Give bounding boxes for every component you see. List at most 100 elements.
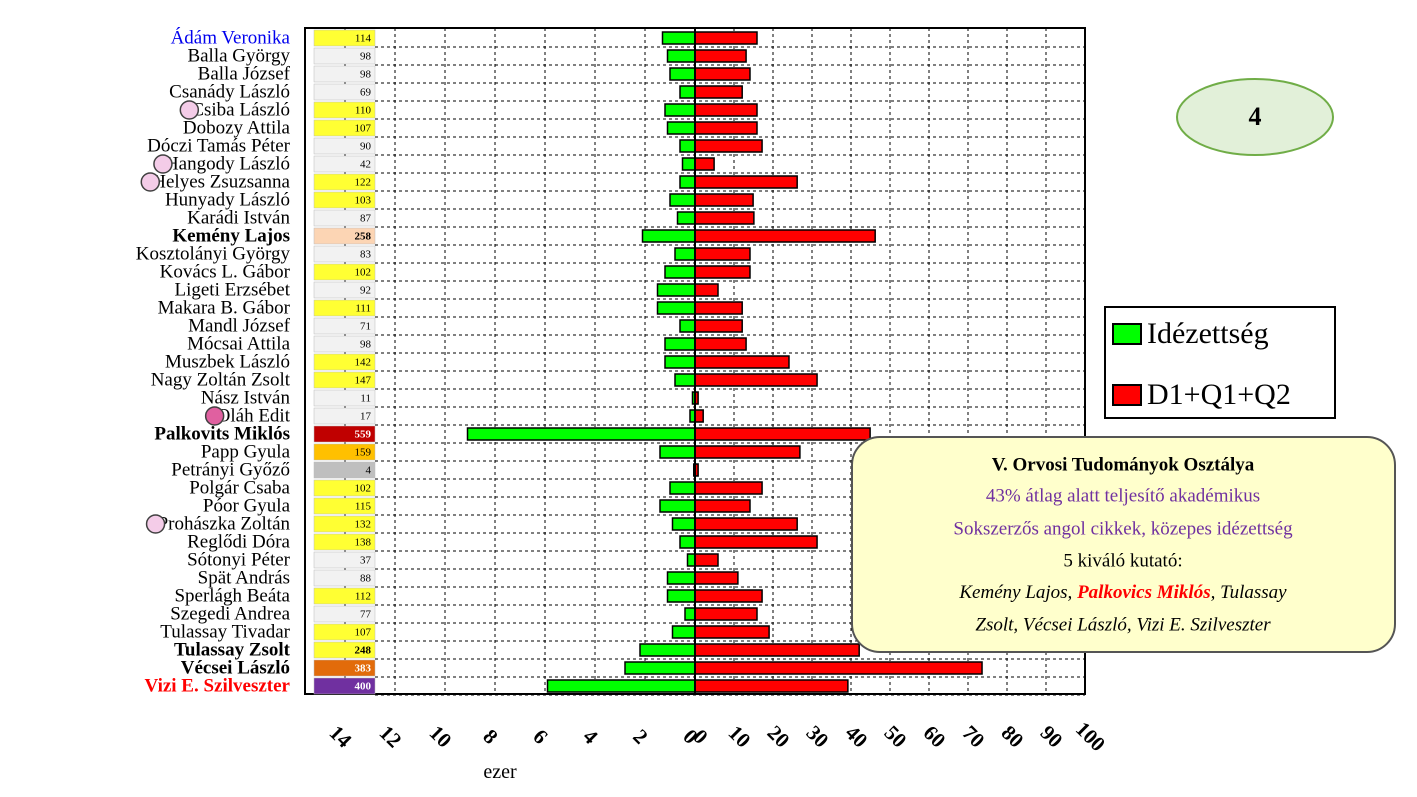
info-title: V. Orvosi Tudományok Osztálya [992, 454, 1255, 475]
bar [669, 67, 696, 81]
bar [694, 571, 739, 585]
bar [659, 445, 696, 459]
bar [694, 517, 798, 531]
count-label: 248 [355, 645, 372, 657]
count-cell [313, 47, 376, 65]
category-label: Csanády László [169, 81, 290, 102]
info-names: Zsolt, Vécsei László, Vizi E. Szilveszte… [975, 614, 1271, 635]
count-label: 132 [355, 519, 372, 531]
legend-swatch [1112, 323, 1142, 345]
bar [684, 607, 696, 621]
bar [666, 121, 696, 135]
count-cell [313, 641, 376, 659]
category-label: Palkovits Miklós [154, 423, 290, 444]
bar [694, 121, 758, 135]
x-tick-label: 10 [724, 721, 756, 753]
count-cell [313, 479, 376, 497]
bar [694, 247, 751, 261]
count-cell [313, 461, 376, 479]
count-cell [313, 155, 376, 173]
x-tick-label: 2 [628, 724, 652, 748]
count-cell [313, 83, 376, 101]
count-cell [313, 659, 376, 677]
count-cell [313, 497, 376, 515]
count-label: 42 [360, 159, 371, 171]
count-cell [313, 137, 376, 155]
count-label: 115 [355, 501, 372, 513]
bar [669, 193, 696, 207]
bar [686, 553, 696, 567]
count-label: 142 [355, 357, 372, 369]
bar [671, 625, 696, 639]
info-line: Sokszerzős angol cikkek, közepes idézett… [953, 518, 1293, 539]
bar [679, 535, 696, 549]
bar [656, 301, 696, 315]
info-name: Palkovics Miklós [1076, 582, 1211, 603]
info-line: 5 kiváló kutató: [1063, 550, 1182, 571]
category-label: Ligeti Erzsébet [174, 279, 290, 300]
count-cell [313, 245, 376, 263]
x-tick-label: 14 [325, 721, 357, 753]
bar [666, 571, 696, 585]
count-cell [313, 335, 376, 353]
info-box [851, 436, 1396, 653]
count-label: 4 [366, 465, 372, 477]
count-cell [313, 371, 376, 389]
category-label: Balla József [198, 63, 291, 84]
bar [694, 319, 743, 333]
category-label: Tulassay Tivadar [160, 621, 290, 642]
bar [694, 355, 790, 369]
category-label: Mócsai Attila [187, 333, 290, 354]
bar [694, 643, 860, 657]
count-cell [313, 389, 376, 407]
category-label: Sótonyi Péter [187, 549, 291, 570]
category-label: Csiba László [191, 99, 290, 120]
count-label: 69 [360, 87, 372, 99]
legend [1104, 306, 1336, 419]
category-label: Kemény Lajos [172, 225, 290, 246]
count-cell [313, 677, 376, 695]
bar [694, 193, 754, 207]
count-cell [313, 101, 376, 119]
bar [694, 301, 743, 315]
bar [679, 85, 696, 99]
count-cell [313, 353, 376, 371]
count-label: 122 [355, 177, 372, 189]
category-label: Makara B. Gábor [158, 297, 291, 318]
x-tick-label: 12 [375, 721, 407, 753]
bar [694, 589, 763, 603]
bar [694, 427, 871, 441]
count-label: 400 [355, 681, 372, 693]
bar [661, 31, 696, 45]
count-cell [313, 515, 376, 533]
category-label: Karádi István [187, 207, 290, 228]
bar [664, 103, 696, 117]
count-label: 98 [360, 69, 372, 81]
bar [694, 337, 747, 351]
bar [681, 157, 696, 171]
count-cell [313, 281, 376, 299]
category-label: Helyes Zsuzsanna [152, 171, 290, 192]
category-label: Vizi E. Szilveszter [145, 675, 291, 696]
bar [656, 283, 696, 297]
bar [694, 85, 743, 99]
bar [664, 337, 696, 351]
count-label: 37 [360, 555, 372, 567]
bar [466, 427, 696, 441]
count-label: 559 [355, 429, 372, 441]
x-tick-label: 60 [919, 721, 951, 753]
category-label: Nász István [201, 387, 291, 408]
count-cell [313, 605, 376, 623]
count-label: 258 [355, 231, 372, 243]
category-label: Papp Gyula [201, 441, 291, 462]
bar [694, 283, 719, 297]
x-tick-label: 8 [478, 724, 502, 748]
bar [694, 607, 758, 621]
count-label: 147 [355, 375, 372, 387]
category-label: Póor Gyula [203, 495, 291, 516]
legend-label: D1+Q1+Q2 [1147, 378, 1291, 411]
bar [694, 67, 751, 81]
x-tick-label: 50 [880, 721, 912, 753]
bar [694, 409, 704, 423]
